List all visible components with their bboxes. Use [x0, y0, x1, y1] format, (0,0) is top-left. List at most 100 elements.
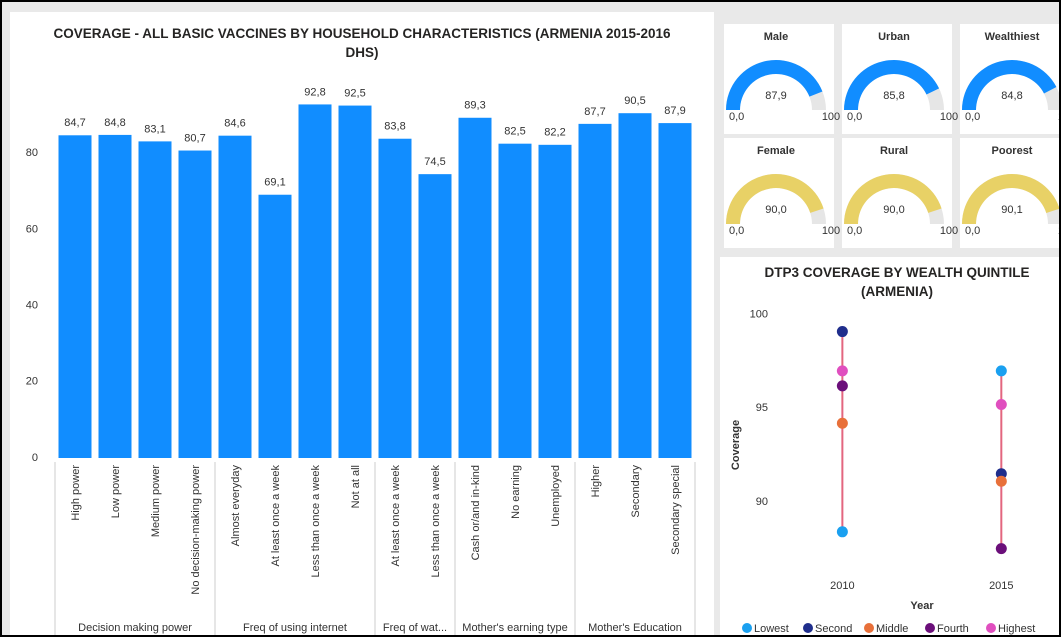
- line-panel: [720, 257, 1059, 635]
- point: [995, 543, 1007, 555]
- bar: [618, 113, 652, 458]
- value-label: 80,7: [184, 132, 205, 144]
- legend-label: Highest: [998, 623, 1035, 635]
- gauge-value: 90,0: [883, 204, 904, 216]
- y-axis-label: Coverage: [730, 420, 742, 470]
- bar: [498, 143, 532, 459]
- point: [995, 475, 1007, 487]
- legend-label: Middle: [876, 623, 908, 635]
- bar: [58, 135, 92, 458]
- gauge-max: 100: [822, 225, 840, 237]
- gauge-title: Female: [757, 145, 795, 157]
- x-axis-label: Year: [910, 600, 934, 612]
- gauge-value: 90,1: [1001, 204, 1022, 216]
- legend-label: Lowest: [754, 623, 789, 635]
- legend-marker: [986, 623, 996, 633]
- gauge-min: 0,0: [729, 111, 744, 123]
- bar: [298, 104, 332, 458]
- y-tick-label: 80: [26, 147, 38, 159]
- bar: [658, 123, 692, 458]
- value-label: 90,5: [624, 95, 645, 107]
- bar: [178, 150, 212, 458]
- y-tick-label: 0: [32, 452, 38, 464]
- bar: [218, 135, 252, 458]
- point: [836, 326, 848, 338]
- point: [836, 365, 848, 377]
- value-label: 74,5: [424, 156, 445, 168]
- value-label: 82,2: [544, 127, 565, 139]
- gauge-title: Poorest: [992, 145, 1033, 157]
- bar: [578, 123, 612, 458]
- gauge-fill: [962, 59, 1057, 110]
- legend-label: Second: [815, 623, 852, 635]
- gauge-title: Male: [764, 31, 788, 43]
- gauge-min: 0,0: [847, 225, 862, 237]
- y-tick-label: 60: [26, 223, 38, 235]
- point: [836, 417, 848, 429]
- x-tick-label: Secondary special: [670, 465, 682, 555]
- x-tick-label: Medium power: [150, 465, 162, 537]
- gauge-max: 100: [940, 111, 958, 123]
- value-label: 87,9: [664, 105, 685, 117]
- value-label: 84,7: [64, 117, 85, 129]
- x-tick-label: No decision-making power: [190, 465, 202, 595]
- value-label: 82,5: [504, 126, 525, 138]
- bar-title: COVERAGE - ALL BASIC VACCINES BY HOUSEHO…: [53, 26, 671, 60]
- value-label: 89,3: [464, 100, 485, 112]
- gauge-fill: [726, 174, 824, 224]
- group-label: Mother's Education: [588, 622, 682, 634]
- x-tick-label: Less than once a week: [430, 465, 442, 578]
- value-label: 83,8: [384, 121, 405, 133]
- group-label: Decision making power: [78, 622, 192, 634]
- group-label: Freq of using internet: [243, 622, 347, 634]
- line-title: DTP3 COVERAGE BY WEALTH QUINTILE (ARMENI…: [764, 265, 1030, 299]
- gauge-max: 100: [1058, 111, 1061, 123]
- bar: [98, 134, 132, 459]
- y-tick-label: 20: [26, 376, 38, 388]
- gauge-title: Rural: [880, 145, 908, 157]
- x-tick-label: High power: [70, 465, 82, 521]
- bar: [138, 141, 172, 458]
- gauge-value: 84,8: [1001, 90, 1022, 102]
- legend-label: Fourth: [937, 623, 969, 635]
- x-tick-label: Higher: [590, 465, 602, 498]
- legend-marker: [742, 623, 752, 633]
- group-label: Freq of wat...: [383, 622, 447, 634]
- x-tick-label: 2010: [830, 580, 854, 592]
- x-tick-label: Low power: [110, 465, 122, 519]
- x-tick-label: 2015: [989, 580, 1013, 592]
- gauge-max: 100: [1058, 225, 1061, 237]
- x-tick-label: Not at all: [350, 465, 362, 508]
- x-tick-label: Less than once a week: [310, 465, 322, 578]
- gauge-title: Wealthiest: [985, 31, 1040, 43]
- gauge-fill: [844, 60, 940, 110]
- x-tick-label: Unemployed: [550, 465, 562, 527]
- gauge-min: 0,0: [847, 111, 862, 123]
- value-label: 83,1: [144, 123, 165, 135]
- gauge-value: 85,8: [883, 90, 904, 102]
- value-label: 92,5: [344, 87, 365, 99]
- x-tick-label: At least once a week: [270, 465, 282, 567]
- point: [995, 365, 1007, 377]
- y-tick-label: 100: [750, 309, 768, 321]
- value-label: 84,6: [224, 118, 245, 130]
- gauge-value: 90,0: [765, 204, 786, 216]
- bar: [538, 144, 572, 458]
- gauge-value: 87,9: [765, 90, 786, 102]
- bar: [258, 194, 292, 458]
- bar: [458, 117, 492, 458]
- value-label: 69,1: [264, 177, 285, 189]
- group-label: Mother's earning type: [462, 622, 567, 634]
- y-tick-label: 90: [756, 496, 768, 508]
- gauge-max: 100: [822, 111, 840, 123]
- legend-marker: [803, 623, 813, 633]
- bar: [378, 138, 412, 459]
- bar: [418, 174, 452, 458]
- gauge-max: 100: [940, 225, 958, 237]
- y-tick-label: 40: [26, 300, 38, 312]
- gauge-min: 0,0: [965, 111, 980, 123]
- x-tick-label: Secondary: [630, 465, 642, 518]
- bar: [338, 105, 372, 458]
- value-label: 92,8: [304, 86, 325, 98]
